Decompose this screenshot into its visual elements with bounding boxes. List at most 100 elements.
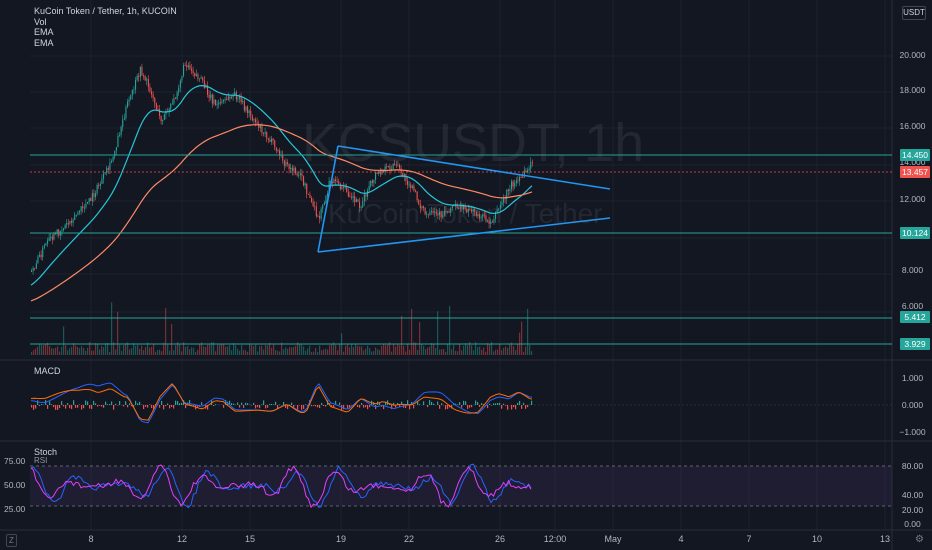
candle-body xyxy=(115,147,117,151)
volume-bar xyxy=(275,350,277,355)
timezone-logo[interactable]: Z xyxy=(6,534,17,547)
candle-body xyxy=(485,215,487,222)
volume-bar xyxy=(493,351,495,355)
candle-body xyxy=(519,177,521,181)
candle-body xyxy=(480,217,482,219)
candle-body xyxy=(79,210,81,213)
candle-body xyxy=(523,170,525,178)
price-tag-resistance: 14.450 xyxy=(900,149,930,161)
macd-histogram-bar xyxy=(489,403,491,405)
currency-unit-button[interactable]: USDT xyxy=(902,6,926,20)
volume-bar xyxy=(359,346,361,355)
volume-bar xyxy=(361,346,363,355)
volume-bar xyxy=(109,351,111,355)
volume-bar xyxy=(71,346,73,355)
volume-bar xyxy=(307,348,309,355)
candle-body xyxy=(203,80,205,88)
candle-body xyxy=(99,183,101,186)
volume-bar xyxy=(131,348,133,355)
volume-bar xyxy=(51,348,53,355)
candle-body xyxy=(512,181,514,187)
macd-histogram-bar xyxy=(149,404,151,405)
volume-bar xyxy=(377,349,379,355)
candle-body xyxy=(528,168,530,171)
candle-body xyxy=(107,167,109,170)
candle-body xyxy=(47,240,49,244)
volume-bar xyxy=(167,344,169,355)
volume-bar xyxy=(309,345,311,355)
candle-body xyxy=(490,221,492,224)
candle-body xyxy=(448,211,450,213)
trendline-upper xyxy=(337,145,611,190)
candle-body xyxy=(504,197,506,200)
volume-bar xyxy=(79,348,81,355)
stoch-k-line xyxy=(30,463,532,509)
volume-bar xyxy=(311,351,313,355)
candle-body xyxy=(224,99,226,100)
volume-bar xyxy=(45,343,47,355)
candle-body xyxy=(189,65,191,69)
legend-title[interactable]: KuCoin Token / Tether, 1h, KUCOIN xyxy=(34,6,177,16)
macd-histogram-bar xyxy=(469,405,471,408)
volume-bar xyxy=(103,347,105,355)
volume-bar xyxy=(135,345,137,355)
candle-body xyxy=(517,180,519,182)
legend-ema-2[interactable]: EMA xyxy=(34,37,54,48)
candle-body xyxy=(319,216,321,219)
gear-icon[interactable]: ⚙ xyxy=(915,534,924,545)
candle-body xyxy=(211,94,213,104)
macd-title[interactable]: MACD xyxy=(34,366,61,376)
legend-ema-1[interactable]: EMA xyxy=(34,27,54,37)
macd-histogram-bar xyxy=(73,400,75,405)
volume-bar xyxy=(387,344,389,355)
volume-bar xyxy=(485,351,487,355)
macd-histogram-bar xyxy=(461,405,463,408)
candle-body xyxy=(434,212,436,214)
volume-bar xyxy=(269,342,271,355)
candle-body xyxy=(181,75,183,81)
candle-body xyxy=(325,196,327,203)
volume-bar xyxy=(203,346,205,355)
candle-body xyxy=(234,92,236,96)
volume-bar xyxy=(407,343,409,355)
macd-histogram-bar xyxy=(501,405,503,409)
candle-body xyxy=(213,99,215,104)
candle-body xyxy=(45,243,47,246)
macd-histogram-bar xyxy=(53,405,55,408)
candle-body xyxy=(165,111,167,115)
candle-body xyxy=(283,160,285,166)
volume-bar xyxy=(91,350,93,355)
macd-histogram-bar xyxy=(159,405,161,408)
volume-bar xyxy=(113,342,115,355)
volume-bar xyxy=(145,347,147,355)
macd-histogram-bar xyxy=(153,405,155,409)
candle-body xyxy=(323,202,325,206)
candle-body xyxy=(370,180,372,186)
macd-histogram-bar xyxy=(479,405,481,407)
candle-body xyxy=(359,201,361,208)
candle-body xyxy=(31,270,33,272)
volume-bar xyxy=(69,348,71,355)
macd-histogram-bar xyxy=(291,402,293,405)
candle-body xyxy=(418,200,420,205)
trendline-left xyxy=(317,145,339,253)
candle-body xyxy=(112,156,114,161)
stoch-title[interactable]: Stoch xyxy=(34,447,58,457)
macd-histogram-bar xyxy=(503,403,505,405)
volume-bar xyxy=(449,305,451,355)
volume-bar xyxy=(207,344,209,355)
candle-body xyxy=(42,247,44,258)
watermark-name: KuCoin Token / Tether xyxy=(328,198,603,229)
volume-bar xyxy=(289,347,291,355)
volume-bar xyxy=(285,347,287,355)
legend-vol[interactable]: Vol xyxy=(34,16,47,27)
volume-bar xyxy=(345,345,347,355)
candle-body xyxy=(221,101,223,103)
macd-histogram-bar xyxy=(175,400,177,405)
candle-body xyxy=(445,210,447,213)
volume-bar xyxy=(165,308,167,355)
volume-bar xyxy=(315,347,317,355)
volume-bar xyxy=(459,344,461,355)
candle-body xyxy=(335,179,337,182)
